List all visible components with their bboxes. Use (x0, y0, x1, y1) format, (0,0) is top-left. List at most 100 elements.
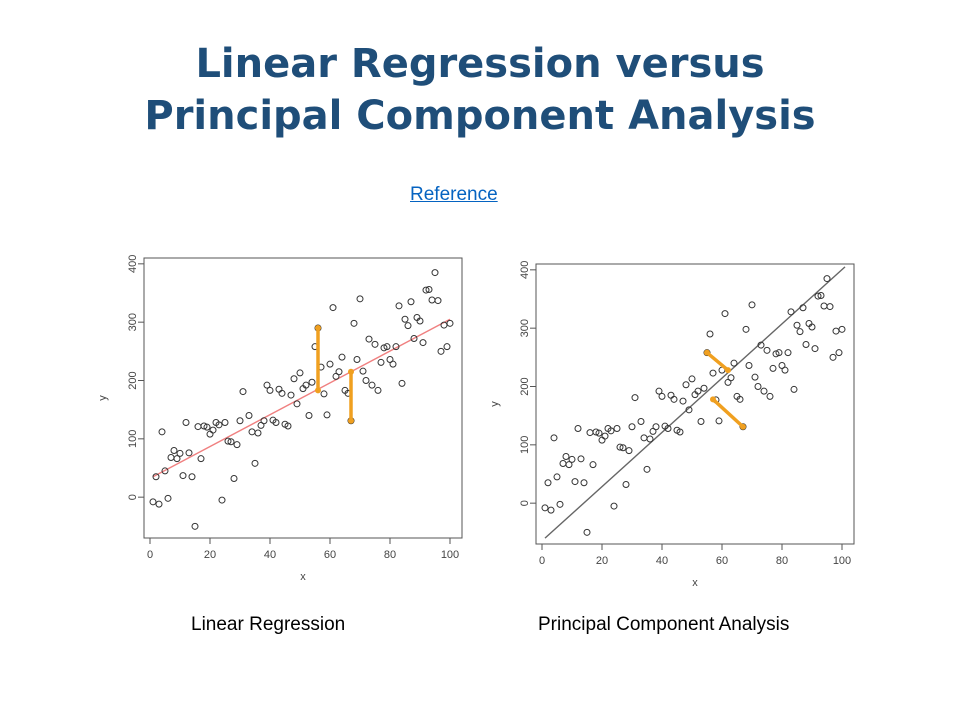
data-point (769, 364, 777, 372)
data-point (790, 385, 798, 393)
x-tick-label: 40 (264, 549, 276, 561)
data-point (595, 429, 603, 437)
data-point (541, 504, 549, 512)
y-tick-label: 0 (127, 494, 139, 500)
data-point (179, 472, 187, 480)
data-point (425, 286, 433, 293)
data-point (290, 375, 298, 383)
y-tick-label: 400 (127, 255, 139, 273)
data-point (694, 387, 702, 395)
residual-endpoint (315, 325, 321, 331)
data-point (284, 422, 292, 430)
slide-title: Linear Regression versus Principal Compo… (0, 38, 960, 142)
y-tick-label: 200 (127, 371, 139, 389)
data-point (410, 335, 418, 342)
data-point (404, 322, 412, 330)
data-point (362, 377, 370, 384)
data-point (664, 425, 672, 432)
data-point (679, 397, 687, 405)
data-point (676, 428, 684, 436)
data-point (350, 319, 358, 327)
data-point (781, 366, 789, 374)
data-point (565, 461, 573, 469)
data-point (553, 473, 561, 481)
data-point (820, 302, 828, 310)
data-point (799, 304, 807, 312)
data-point (155, 500, 163, 508)
data-point (305, 412, 313, 419)
data-point (583, 528, 591, 536)
data-point (817, 292, 825, 299)
data-point (236, 417, 244, 425)
reference-link[interactable]: Reference (410, 184, 498, 205)
data-point (835, 349, 843, 357)
data-point (556, 500, 564, 508)
data-point (191, 522, 199, 530)
data-point (640, 434, 648, 442)
data-point (266, 386, 274, 394)
data-point (763, 346, 771, 354)
residual-endpoint (348, 368, 354, 375)
data-point (419, 339, 427, 347)
regression-line (152, 318, 451, 478)
residual-endpoint (315, 387, 321, 394)
data-point (377, 358, 385, 366)
data-point (682, 381, 690, 389)
data-point (392, 343, 400, 351)
data-point (443, 343, 451, 351)
data-point (793, 321, 801, 329)
data-point (149, 498, 157, 506)
data-point (368, 381, 376, 389)
data-point (775, 349, 783, 357)
x-tick-label: 60 (716, 555, 728, 567)
data-point (580, 479, 588, 487)
data-point (353, 356, 361, 363)
data-point (646, 435, 654, 443)
data-point (610, 502, 618, 510)
data-point (670, 395, 678, 403)
data-point (218, 496, 226, 504)
data-point (446, 319, 454, 327)
data-point (622, 481, 630, 488)
data-point (547, 506, 555, 514)
data-point (263, 381, 271, 389)
data-point (167, 454, 175, 461)
residual-endpoint (740, 423, 746, 430)
y-tick-label: 100 (127, 430, 139, 448)
data-point (239, 388, 247, 396)
residual-endpoint (725, 367, 731, 374)
data-point (164, 494, 172, 502)
data-point (200, 422, 208, 430)
data-point (434, 297, 442, 305)
data-point (371, 340, 379, 348)
data-point (628, 423, 636, 431)
data-point (613, 425, 621, 432)
y-tick-label: 100 (519, 436, 531, 454)
data-point (685, 406, 693, 414)
data-point (431, 269, 439, 277)
data-point (811, 345, 819, 353)
data-point (727, 374, 735, 382)
data-point (577, 455, 585, 463)
data-point (161, 467, 169, 475)
residual-segment (711, 398, 745, 429)
data-point (550, 434, 558, 442)
data-point (688, 375, 696, 383)
data-point (637, 418, 645, 425)
principal-component-line (544, 266, 846, 539)
data-point (574, 425, 582, 432)
data-point (395, 302, 403, 310)
residual-endpoint (704, 349, 710, 356)
pca-caption: Principal Component Analysis (538, 614, 790, 635)
data-point (616, 443, 624, 451)
data-point (562, 453, 570, 460)
data-point (215, 421, 223, 429)
data-point (422, 286, 430, 294)
data-point (203, 423, 211, 431)
x-axis-label: x (300, 571, 306, 583)
x-axis-label: x (692, 577, 698, 589)
data-point (715, 417, 723, 425)
data-point (709, 369, 717, 377)
x-tick-label: 0 (539, 555, 545, 567)
y-tick-label: 400 (519, 261, 531, 279)
